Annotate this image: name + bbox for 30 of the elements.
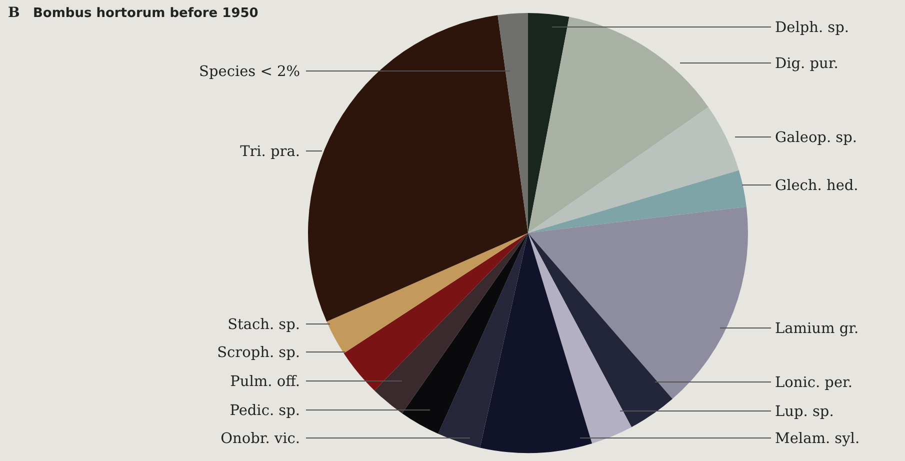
pie-slice xyxy=(528,170,746,233)
pie-slice xyxy=(528,13,570,233)
pie-slice xyxy=(528,206,748,399)
pie-slice xyxy=(402,233,528,434)
slice-label: Pulm. off. xyxy=(230,374,300,390)
pie-slice xyxy=(308,15,528,322)
pie-slice xyxy=(326,233,528,354)
pie-slice xyxy=(528,107,739,233)
pie-slice xyxy=(528,233,632,444)
slice-label: Onobr. vic. xyxy=(220,431,300,447)
pie-slice xyxy=(498,13,528,233)
slice-label: Dig. pur. xyxy=(775,56,838,72)
slice-label: Lup. sp. xyxy=(775,404,834,420)
slice-label: Scroph. sp. xyxy=(217,345,300,361)
slice-label: Galeop. sp. xyxy=(775,130,858,146)
slice-label: Glech. hed. xyxy=(775,178,858,194)
pie-slice xyxy=(528,16,708,233)
chart-title: Bombus hortorum before 1950 xyxy=(33,6,258,21)
slice-label: Species < 2% xyxy=(199,64,300,80)
slice-label: Lamium gr. xyxy=(775,321,859,337)
slice-label: Pedic. sp. xyxy=(230,403,300,419)
pie-slice xyxy=(374,233,528,414)
slice-label: Delph. sp. xyxy=(775,20,850,36)
slice-label: Melam. syl. xyxy=(775,431,860,447)
pie-slice xyxy=(344,233,528,391)
pie-slice xyxy=(480,233,592,453)
slice-label: Lonic. per. xyxy=(775,375,852,391)
slice-label: Stach. sp. xyxy=(228,317,300,333)
slice-label: Tri. pra. xyxy=(240,144,300,160)
text: B xyxy=(8,5,20,21)
